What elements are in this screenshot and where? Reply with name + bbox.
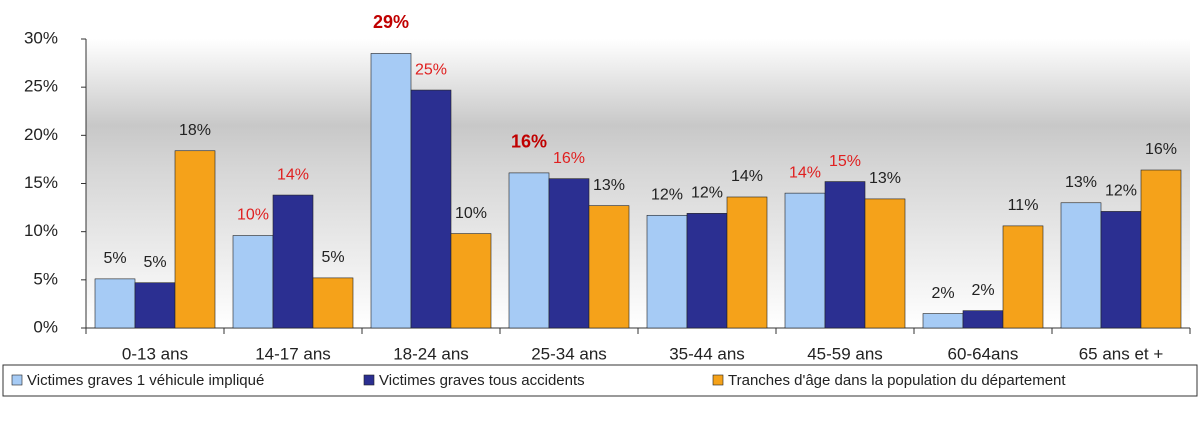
data-label: 16% [1145,141,1177,158]
bar [1140,169,1182,329]
bar [726,196,768,329]
bar [1060,202,1102,329]
data-label: 16% [511,132,547,152]
legend-label: Victimes graves tous accidents [379,372,585,389]
data-label: 15% [829,153,861,170]
bar [174,150,216,329]
data-label: 12% [651,187,683,204]
data-label: 18% [179,122,211,139]
legend-label: Tranches d'âge dans la population du dép… [728,372,1066,389]
legend-swatch [11,374,23,386]
legend-swatch [712,374,724,386]
data-label: 16% [553,150,585,167]
bar [824,181,866,329]
bar [272,194,314,329]
y-tick-label: 20% [24,125,58,144]
bar [134,282,176,329]
x-tick-label: 45-59 ans [807,344,883,363]
bar [508,172,550,329]
bar [1002,225,1044,329]
bar [686,213,728,329]
bar [232,235,274,329]
y-tick-label: 10% [24,221,58,240]
x-tick-label: 14-17 ans [255,344,331,363]
x-tick-label: 0-13 ans [122,344,188,363]
y-tick-label: 25% [24,77,58,96]
bar [312,277,354,329]
x-tick-label: 35-44 ans [669,344,745,363]
bar [370,53,412,329]
bar [1100,211,1142,329]
data-label: 13% [869,170,901,187]
bar [864,198,906,329]
data-label: 11% [1008,197,1039,214]
data-label: 12% [691,185,723,202]
bar [922,313,964,329]
bar [646,214,688,329]
x-tick-label: 65 ans et + [1079,344,1164,363]
data-label: 5% [143,254,166,271]
data-label: 12% [1105,183,1137,200]
bar [784,192,826,329]
data-label: 2% [931,285,954,302]
data-label: 29% [373,12,409,32]
legend-box [2,364,1198,397]
x-tick-label: 18-24 ans [393,344,469,363]
y-tick-label: 15% [24,173,58,192]
data-label: 25% [415,61,447,78]
data-label: 5% [321,249,344,266]
legend-swatch [363,374,375,386]
data-label: 10% [455,205,487,222]
y-tick-label: 5% [33,269,58,288]
x-tick-label: 60-64ans [948,344,1019,363]
data-label: 2% [971,282,994,299]
data-label: 5% [103,250,126,267]
bar [548,178,590,329]
bar [410,89,452,329]
legend-label: Victimes graves 1 véhicule impliqué [27,372,264,389]
bar [962,310,1004,329]
data-label: 13% [1065,174,1097,191]
bar [94,278,136,329]
y-tick-label: 30% [24,28,58,47]
data-label: 14% [789,164,821,181]
data-label: 14% [277,166,309,183]
data-label: 14% [731,168,763,185]
bar [450,233,492,329]
data-label: 13% [593,177,625,194]
x-tick-label: 25-34 ans [531,344,607,363]
y-tick-label: 0% [33,317,58,336]
data-label: 10% [237,207,269,224]
bar [588,205,630,329]
